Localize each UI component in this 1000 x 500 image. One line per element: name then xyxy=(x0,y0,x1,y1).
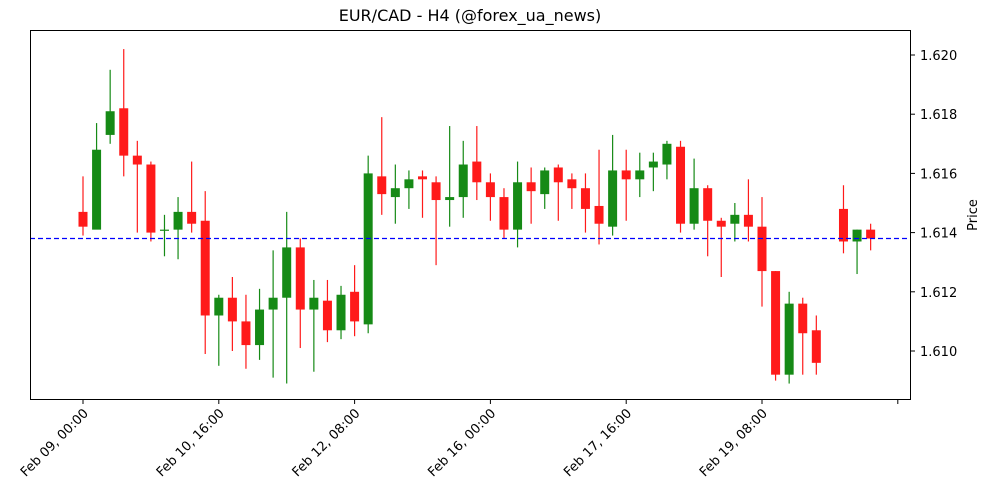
candle-body-down xyxy=(580,188,590,209)
candle-body-up xyxy=(648,161,658,168)
candle-body-up xyxy=(689,188,699,224)
candle-body-down xyxy=(716,220,726,227)
candle-body-up xyxy=(390,188,400,198)
candle-body-down xyxy=(472,161,482,183)
candle-body-up xyxy=(730,214,740,224)
candle-body-up xyxy=(513,182,523,230)
candle-body-down xyxy=(485,182,495,198)
candle-body-down xyxy=(798,303,808,334)
candle-body-up xyxy=(309,297,319,310)
chart-title: EUR/CAD - H4 (@forex_ua_news) xyxy=(338,6,602,25)
x-tick-label: Feb 19, 08:00 xyxy=(697,406,771,480)
candle-body-up xyxy=(282,247,292,298)
candle-body-down xyxy=(553,167,563,183)
candle-body-up xyxy=(662,143,672,165)
y-tick-label: 1.616 xyxy=(920,167,957,182)
candle-body-up xyxy=(458,164,468,198)
candle-body-down xyxy=(377,176,387,195)
candle-body-down xyxy=(676,146,686,224)
candle-body-up xyxy=(404,179,414,189)
candle-body-up xyxy=(268,297,278,310)
y-tick-label: 1.614 xyxy=(920,227,957,242)
candle-body-down xyxy=(743,214,753,227)
candle-body-down xyxy=(350,291,360,322)
candle-body-down xyxy=(187,211,197,224)
candle-body-down xyxy=(811,330,821,363)
x-axis: Feb 09, 00:00 Feb 10, 16:00 Feb 12, 08:00 F… xyxy=(18,399,899,480)
candle-body-down xyxy=(757,226,767,272)
candle-body-up xyxy=(173,211,183,230)
candle-body-up xyxy=(159,229,169,231)
candle-body-down xyxy=(132,155,142,165)
candle-body-down xyxy=(418,176,427,180)
candle-body-down xyxy=(78,211,88,227)
candle-body-down xyxy=(526,182,536,192)
candle-body-up xyxy=(784,303,794,375)
candle-body-up xyxy=(445,197,455,201)
candle-body-up xyxy=(336,294,346,331)
x-tick-label: Feb 17, 16:00 xyxy=(561,406,635,480)
candle-body-up xyxy=(363,173,373,325)
candle-body-down xyxy=(594,205,604,224)
candle-body-up xyxy=(608,170,618,227)
y-tick-label: 1.612 xyxy=(920,286,957,301)
candle-body-down xyxy=(295,247,305,310)
x-tick-label: Feb 10, 16:00 xyxy=(154,406,228,480)
x-tick-label: Feb 09, 00:00 xyxy=(18,406,92,480)
candle-body-up xyxy=(852,229,862,242)
candle-body-up xyxy=(105,111,115,135)
candle-body-down xyxy=(838,208,848,242)
candle-body-down xyxy=(322,300,332,331)
candle-body-down xyxy=(499,197,509,230)
candle-body-down xyxy=(241,321,251,346)
candle-body-down xyxy=(146,164,156,233)
candle-body-down xyxy=(866,229,876,239)
candle-body-up xyxy=(635,170,645,180)
x-tick-label: Feb 16, 00:00 xyxy=(425,406,499,480)
candle-body-down xyxy=(200,220,210,316)
candle-body-up xyxy=(540,170,550,195)
candle-body-up xyxy=(255,309,265,346)
candle-body-down xyxy=(771,271,781,375)
candle-body-down xyxy=(703,188,713,221)
candle-body-down xyxy=(227,297,237,322)
candle-body-up xyxy=(214,297,224,316)
candles-layer xyxy=(78,49,876,384)
x-tick-label: Feb 12, 08:00 xyxy=(290,406,364,480)
y-tick-label: 1.618 xyxy=(920,108,957,123)
candle-body-down xyxy=(431,182,441,201)
candle-body-down xyxy=(567,179,577,189)
y-tick-label: 1.610 xyxy=(920,345,957,360)
plot-frame xyxy=(30,30,911,400)
candle-body-down xyxy=(621,170,631,180)
y-axis: 1.610 1.612 1.614 1.616 1.618 1.620 xyxy=(910,49,957,360)
y-tick-label: 1.620 xyxy=(920,49,957,64)
y-axis-label: Price xyxy=(966,199,981,231)
candle-body-up xyxy=(92,149,102,230)
candle-body-down xyxy=(119,108,129,156)
